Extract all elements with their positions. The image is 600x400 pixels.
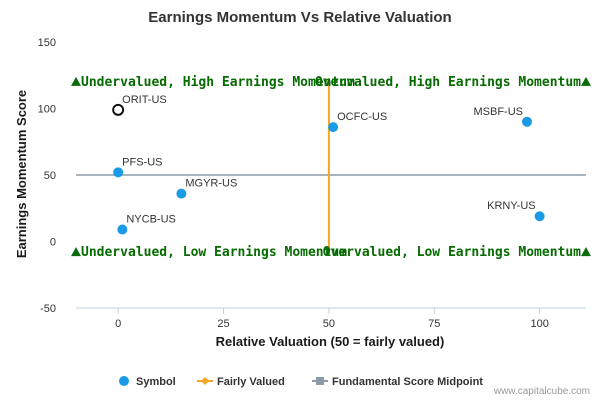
x-tick-label: 100 bbox=[530, 318, 548, 330]
x-tick-label: 75 bbox=[428, 318, 440, 330]
y-tick-label: 150 bbox=[38, 37, 56, 49]
data-point-label: PFS-US bbox=[122, 156, 162, 168]
quadrant-marker-bottom-right bbox=[581, 247, 591, 257]
data-point bbox=[521, 116, 532, 127]
data-point-label: MGYR-US bbox=[185, 178, 237, 190]
quadrant-label-bottom-right: Overvalued, Low Earnings Momentum bbox=[323, 245, 581, 260]
plot-area: -50 0 50 100 150 0 25 50 75 100 Undervalued, High … bbox=[38, 37, 591, 330]
quadrant-label-bottom-left: Undervalued, Low Earnings Momentum bbox=[81, 245, 347, 260]
data-point bbox=[117, 224, 128, 235]
legend: Symbol Fairly Valued Fundamental Score Mid… bbox=[119, 376, 483, 388]
legend-square-icon bbox=[316, 377, 324, 385]
quadrant-label-top-left: Undervalued, High Earnings Momentum bbox=[81, 75, 355, 90]
data-point-label: MSBF-US bbox=[473, 106, 523, 118]
y-axis-title: Earnings Momentum Score bbox=[14, 90, 29, 258]
data-point-label: KRNY-US bbox=[487, 200, 536, 212]
legend-label: Fairly Valued bbox=[217, 376, 285, 388]
y-tick-label: 100 bbox=[38, 104, 56, 116]
legend-diamond-icon bbox=[201, 377, 209, 385]
data-point bbox=[328, 122, 339, 133]
x-tick-label: 0 bbox=[115, 318, 121, 330]
quadrant-marker-top-left bbox=[71, 76, 81, 86]
data-point-label: NYCB-US bbox=[126, 214, 176, 226]
y-tick-label: -50 bbox=[40, 303, 56, 315]
x-tick-label: 50 bbox=[323, 318, 335, 330]
data-point-label: OCFC-US bbox=[337, 111, 387, 123]
x-tick-label: 25 bbox=[217, 318, 229, 330]
y-tick-label: 0 bbox=[50, 237, 56, 249]
x-axis-title: Relative Valuation (50 = fairly valued) bbox=[216, 334, 445, 349]
data-point bbox=[113, 167, 124, 178]
y-tick-label: 50 bbox=[44, 170, 56, 182]
data-point bbox=[534, 211, 545, 222]
credit-text: www.capitalcube.com bbox=[493, 386, 590, 397]
data-point-label: ORIT-US bbox=[122, 94, 167, 106]
legend-label: Fundamental Score Midpoint bbox=[332, 376, 483, 388]
legend-label: Symbol bbox=[136, 376, 176, 388]
data-point bbox=[176, 188, 187, 199]
quadrant-marker-bottom-left bbox=[71, 247, 81, 257]
data-point bbox=[112, 103, 125, 116]
chart-title: Earnings Momentum Vs Relative Valuation bbox=[148, 9, 451, 26]
legend-symbol-icon bbox=[119, 376, 129, 386]
quadrant-marker-top-right bbox=[581, 76, 591, 86]
quadrant-label-top-right: Overvalued, High Earnings Momentum bbox=[315, 75, 581, 90]
